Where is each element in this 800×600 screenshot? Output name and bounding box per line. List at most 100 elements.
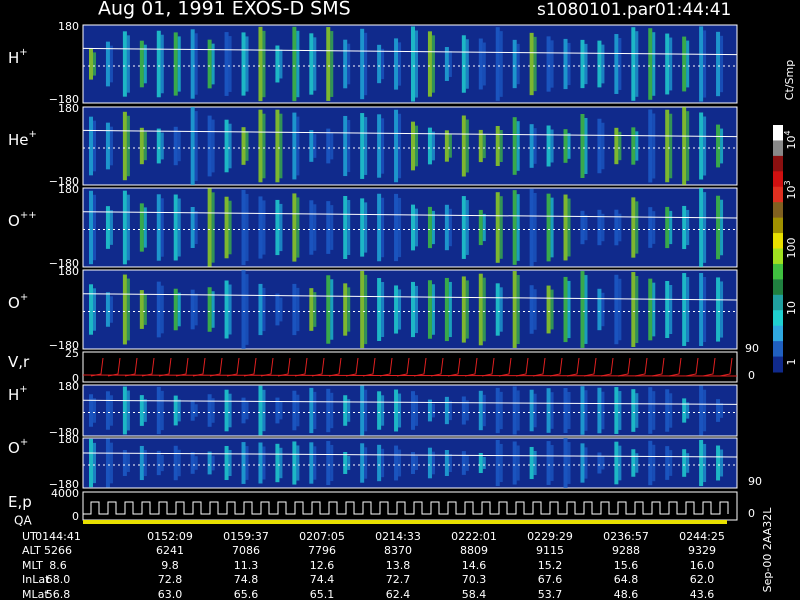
spectrogram-texture — [122, 450, 127, 476]
spectrogram-texture — [296, 197, 300, 258]
spectrogram-texture — [394, 109, 399, 183]
row-value: 6241 — [156, 544, 184, 557]
spectrogram-texture — [614, 209, 619, 246]
spectrogram-texture — [652, 32, 656, 96]
spectrogram-texture — [703, 276, 707, 343]
spectrogram-texture — [665, 389, 670, 432]
spectrogram-texture — [296, 287, 300, 332]
panel — [82, 106, 738, 186]
spectrogram-texture — [228, 200, 232, 255]
spectrogram-texture — [275, 45, 280, 83]
spectrogram-texture — [347, 399, 351, 422]
spectrogram-texture — [262, 287, 266, 332]
spectrogram-texture — [381, 282, 385, 337]
spectrogram-texture — [631, 127, 636, 165]
spectrogram-texture — [173, 32, 178, 96]
spectrogram-texture — [347, 43, 351, 85]
spectrogram-texture — [686, 453, 690, 473]
row-value: 0244:25 — [679, 530, 725, 543]
spectrogram-texture — [699, 439, 704, 487]
spectrogram-texture — [194, 404, 198, 417]
spectrogram-texture — [648, 109, 653, 183]
spectrogram-texture — [381, 395, 385, 426]
row-value: 70.3 — [462, 573, 487, 586]
spectrogram-texture — [618, 445, 622, 481]
spectrogram-texture — [364, 32, 368, 96]
row-value: 67.6 — [538, 573, 563, 586]
spectrogram-texture — [313, 204, 317, 251]
spectrogram-texture — [326, 201, 331, 254]
spectrogram-texture — [563, 276, 568, 343]
spectrogram-texture — [381, 448, 385, 478]
spectrogram-texture — [156, 128, 161, 164]
spectrogram-texture — [614, 34, 619, 94]
spectrogram-texture — [601, 122, 605, 170]
spectrogram-texture — [686, 111, 690, 181]
spectrogram-texture — [415, 285, 418, 334]
spectrogram-texture — [347, 199, 351, 256]
spectrogram-texture — [699, 272, 704, 347]
spectrogram-texture — [584, 447, 588, 479]
spectrogram-texture — [330, 132, 334, 160]
colorbar-segment — [773, 248, 783, 265]
spectrogram-texture — [669, 284, 673, 335]
spectrogram-texture — [682, 449, 687, 477]
spectrogram-texture — [296, 30, 300, 98]
y-bottom-label: −180 — [49, 478, 79, 491]
spectrogram-texture — [665, 206, 670, 249]
spectrogram-texture — [360, 198, 365, 257]
spectrogram-texture — [567, 442, 571, 484]
spectrogram-texture — [550, 129, 554, 163]
spectrogram-texture — [652, 113, 656, 179]
spectrogram-texture — [126, 194, 130, 261]
panel — [82, 384, 738, 437]
spectrogram-texture — [245, 36, 249, 92]
spectrogram-texture — [584, 43, 588, 85]
panel — [82, 437, 738, 489]
spectrogram-texture — [377, 278, 382, 341]
spectrogram-texture — [173, 126, 178, 166]
spectrogram-texture — [89, 48, 93, 80]
spectrogram-texture — [377, 44, 382, 84]
spectrogram-texture — [411, 121, 415, 171]
row-value: 62.0 — [690, 573, 715, 586]
spectrogram-texture — [275, 397, 280, 424]
spectrogram-texture — [326, 27, 331, 101]
spectrogram-texture — [143, 399, 147, 422]
spectrogram-texture — [245, 401, 249, 420]
spectrogram-texture — [143, 294, 147, 325]
spectrogram-texture — [330, 392, 334, 429]
panel-label: H+ — [8, 384, 28, 404]
spectrogram-texture — [173, 445, 178, 481]
spectrogram-texture — [699, 26, 704, 102]
spectrogram-texture — [597, 288, 602, 331]
spectrogram-texture — [665, 280, 670, 339]
spectrogram-texture — [224, 196, 229, 259]
row-value: 0159:37 — [223, 530, 269, 543]
spectrogram-texture — [343, 395, 348, 426]
spectrogram-texture — [512, 386, 517, 435]
panel-label-text: O — [8, 294, 20, 312]
spectrogram-texture — [686, 209, 690, 246]
spectrogram-texture — [177, 292, 181, 327]
row-value: 8809 — [460, 544, 488, 557]
spectrogram-texture — [461, 396, 466, 425]
spectrogram-texture — [682, 205, 687, 250]
spectrogram-texture — [309, 442, 314, 484]
colorbar-segment — [773, 356, 783, 373]
row-value: 72.7 — [386, 573, 411, 586]
spectrogram-texture — [139, 290, 144, 329]
spectrogram-texture — [448, 51, 452, 77]
spectrogram-texture — [109, 395, 113, 426]
row-value: 53.7 — [538, 588, 563, 600]
spectrogram-texture — [567, 42, 571, 86]
velocity-trace — [634, 357, 648, 377]
row-value: 64.8 — [614, 573, 639, 586]
spectrogram-texture — [173, 288, 178, 331]
spectrogram-texture — [431, 35, 435, 93]
spectrogram-texture — [478, 129, 483, 163]
y-top-label: 180 — [58, 380, 79, 393]
spectrogram-texture — [618, 391, 622, 430]
spectrogram-texture — [156, 450, 161, 476]
spectrogram-texture — [716, 195, 721, 260]
